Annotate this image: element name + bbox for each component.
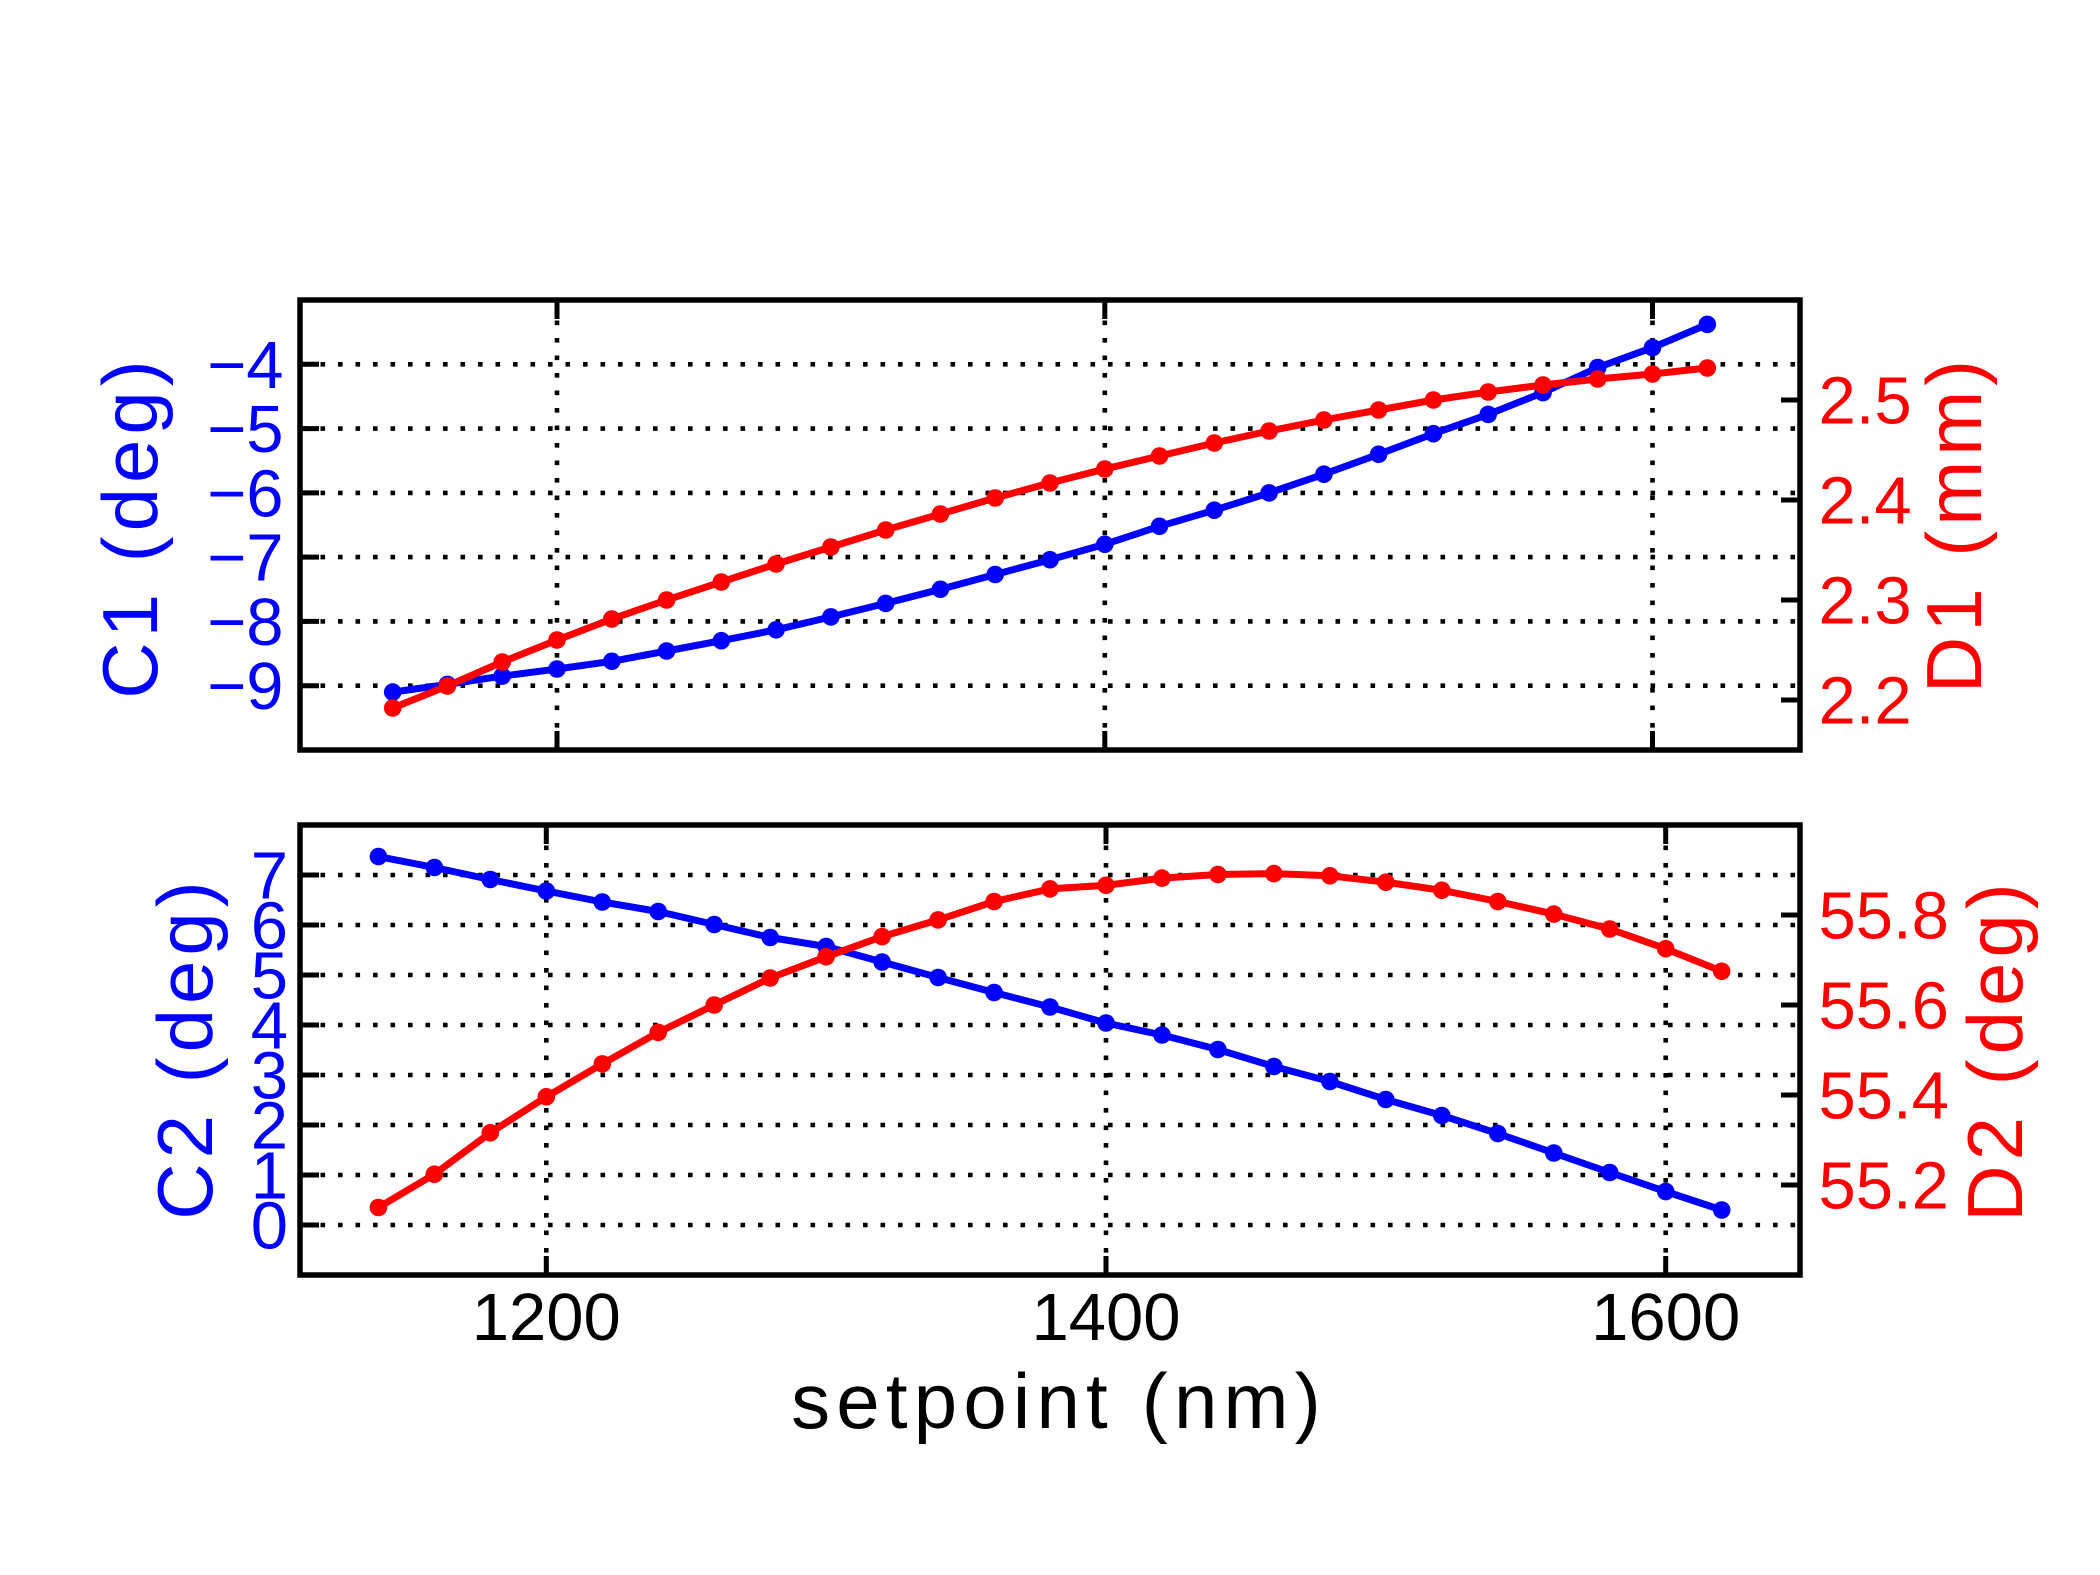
svg-text:3: 3 [251,1039,288,1114]
svg-text:7: 7 [251,839,288,914]
svg-text:C1 (deg): C1 (deg) [86,355,174,698]
svg-text:−4: −4 [207,328,283,403]
svg-text:2: 2 [251,1089,288,1164]
svg-text:2.5: 2.5 [1819,364,1912,439]
svg-text:0: 0 [251,1189,288,1264]
svg-text:1400: 1400 [1031,1280,1180,1355]
svg-text:55.4: 55.4 [1819,1059,1949,1134]
svg-text:−5: −5 [207,392,283,467]
svg-text:setpoint (nm): setpoint (nm) [791,1357,1327,1445]
svg-text:1600: 1600 [1591,1280,1740,1355]
svg-text:55.2: 55.2 [1819,1149,1949,1224]
svg-text:2.3: 2.3 [1819,564,1912,639]
svg-text:5: 5 [251,939,288,1014]
svg-text:−9: −9 [207,649,283,724]
svg-text:C2 (deg): C2 (deg) [141,876,229,1219]
svg-text:55.8: 55.8 [1819,879,1949,954]
svg-text:1: 1 [251,1139,288,1214]
svg-text:4: 4 [251,989,288,1064]
svg-text:2.4: 2.4 [1819,464,1912,539]
svg-text:−8: −8 [207,585,283,660]
svg-text:2.2: 2.2 [1819,664,1912,739]
svg-text:−7: −7 [207,521,283,596]
svg-text:D2 (deg): D2 (deg) [1951,878,2039,1221]
svg-text:−6: −6 [207,456,283,531]
svg-text:D1 (mm): D1 (mm) [1910,355,1998,693]
svg-text:55.6: 55.6 [1819,969,1949,1044]
svg-text:1200: 1200 [472,1280,621,1355]
svg-text:6: 6 [251,889,288,964]
